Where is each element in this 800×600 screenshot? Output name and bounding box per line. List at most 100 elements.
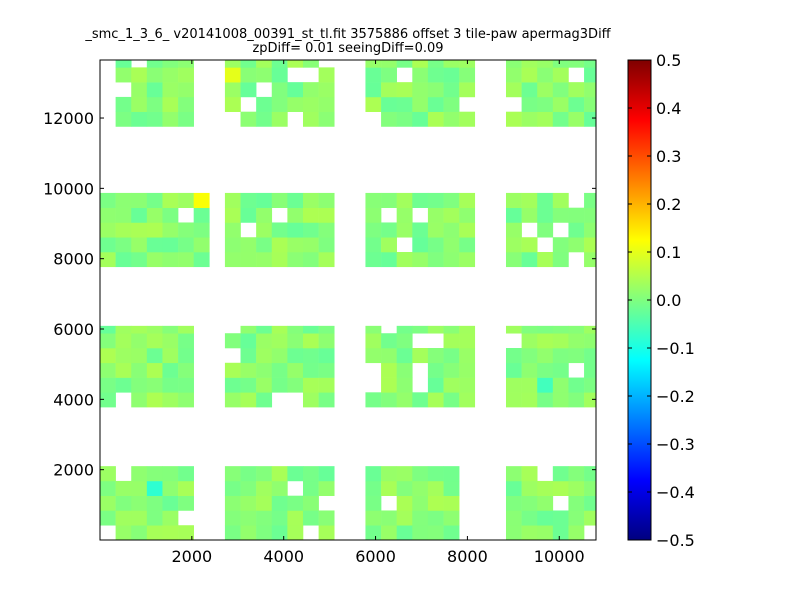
heatmap-cell xyxy=(443,495,460,511)
heatmap-cell xyxy=(505,348,522,364)
heatmap-cell xyxy=(584,96,596,112)
heatmap-cell xyxy=(381,60,397,68)
heatmap-cell xyxy=(365,96,382,112)
x-tick-label: 6000 xyxy=(355,547,396,566)
heatmap-cell xyxy=(396,207,413,223)
heatmap-cell xyxy=(318,222,335,238)
heatmap-cell xyxy=(365,480,382,496)
heatmap-cell xyxy=(427,60,444,68)
heatmap-cell xyxy=(240,480,257,496)
heatmap-cell xyxy=(224,480,241,496)
heatmap-cell xyxy=(505,60,522,68)
heatmap-cell xyxy=(396,466,413,482)
heatmap-cell xyxy=(412,525,429,540)
heatmap-cell xyxy=(537,377,554,393)
heatmap-cell xyxy=(521,111,538,127)
heatmap-cell xyxy=(287,60,304,68)
heatmap-cell xyxy=(224,237,241,253)
heatmap-cell xyxy=(584,348,596,364)
heatmap-cell xyxy=(224,392,241,408)
heatmap-cell xyxy=(381,466,397,482)
heatmap-cell xyxy=(131,192,148,208)
heatmap-cell xyxy=(115,362,132,378)
heatmap-cell xyxy=(115,333,132,349)
heatmap-cell xyxy=(100,207,116,223)
heatmap-cell xyxy=(302,60,319,68)
heatmap-cell xyxy=(443,362,460,378)
heatmap-cell xyxy=(131,362,148,378)
heatmap-cell xyxy=(443,252,460,268)
heatmap-cell xyxy=(584,207,596,223)
heatmap-cell xyxy=(193,252,210,268)
heatmap-cell xyxy=(427,466,444,482)
heatmap-cell xyxy=(287,377,304,393)
heatmap-cell xyxy=(521,82,538,98)
colorbar-axis: 0.5 0.4 0.3 0.2 0.1 0.0 −0.1 −0.2 −0.3 −0.4 −0.5 xyxy=(628,51,695,550)
heatmap-cell xyxy=(146,377,163,393)
heatmap-cell xyxy=(443,82,460,98)
heatmap-cell xyxy=(302,82,319,98)
heatmap-cell xyxy=(365,495,382,511)
heatmap-cell xyxy=(427,237,444,253)
heatmap-cell xyxy=(162,480,179,496)
heatmap-cell xyxy=(178,237,194,253)
heatmap-cell xyxy=(271,237,288,253)
heatmap-cell xyxy=(115,60,132,68)
heatmap-cell xyxy=(459,111,476,127)
heatmap-cell xyxy=(240,377,257,393)
heatmap-cell xyxy=(178,362,194,378)
heatmap-cell xyxy=(131,82,148,98)
colorbar-tick-label: −0.4 xyxy=(656,483,695,502)
heatmap-cell xyxy=(552,192,569,208)
heatmap-cell xyxy=(256,392,273,408)
heatmap-cell xyxy=(115,348,132,364)
heatmap-cell xyxy=(443,222,460,238)
heatmap-cell xyxy=(146,362,163,378)
heatmap-cell xyxy=(162,207,179,223)
heatmap-cell xyxy=(412,96,429,112)
heatmap-cell xyxy=(584,222,596,238)
heatmap-cell xyxy=(537,82,554,98)
heatmap-cell xyxy=(271,111,288,127)
heatmap-cell xyxy=(115,237,132,253)
heatmap-cell xyxy=(521,495,538,511)
heatmap-cell xyxy=(459,222,476,238)
heatmap-cell xyxy=(552,510,569,526)
heatmap-cell xyxy=(287,510,304,526)
heatmap-cell xyxy=(443,60,460,68)
heatmap-cell xyxy=(115,252,132,268)
heatmap-cell xyxy=(443,96,460,112)
heatmap-cell xyxy=(427,252,444,268)
heatmap-cell xyxy=(240,111,257,127)
heatmap-cell xyxy=(256,237,273,253)
heatmap-cell xyxy=(505,82,522,98)
heatmap-cell xyxy=(318,111,335,127)
heatmap-cell xyxy=(537,96,554,112)
heatmap-cell xyxy=(381,96,397,112)
heatmap-cell xyxy=(318,348,335,364)
heatmap-cell xyxy=(287,325,304,334)
heatmap-cell xyxy=(381,237,397,253)
heatmap-cell xyxy=(131,207,148,223)
heatmap-cell xyxy=(412,82,429,98)
heatmap-cell xyxy=(459,348,476,364)
heatmap-cell xyxy=(505,222,522,238)
heatmap-cell xyxy=(584,111,596,127)
heatmap-cell xyxy=(459,207,476,223)
heatmap-cell xyxy=(162,237,179,253)
heatmap-cell xyxy=(115,510,132,526)
heatmap-cell xyxy=(287,222,304,238)
heatmap-cell xyxy=(396,82,413,98)
heatmap-cell xyxy=(318,392,335,408)
heatmap-cell xyxy=(505,466,522,482)
heatmap-cell xyxy=(115,67,132,83)
heatmap-cell xyxy=(552,237,569,253)
heatmap-cell xyxy=(427,525,444,540)
heatmap-cell xyxy=(427,325,444,334)
heatmap-cell xyxy=(505,207,522,223)
heatmap-cell xyxy=(552,252,569,268)
colorbar-tick-label: −0.2 xyxy=(656,387,695,406)
heatmap-cell xyxy=(271,252,288,268)
heatmap-cell xyxy=(224,362,241,378)
heatmap-cell xyxy=(521,60,538,68)
